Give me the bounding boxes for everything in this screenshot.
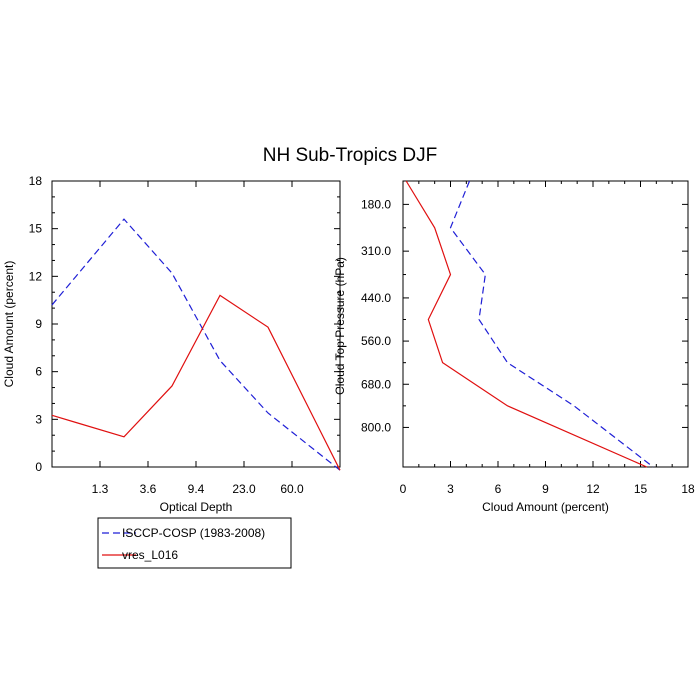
y-tick-label: 800.0 xyxy=(361,420,391,434)
x-axis-label: Optical Depth xyxy=(160,500,233,514)
x-tick-label: 9 xyxy=(542,482,549,496)
legend: ISCCP-COSP (1983-2008) vres_L016 xyxy=(97,517,292,569)
x-tick-label: 1.3 xyxy=(92,482,109,496)
x-tick-label: 23.0 xyxy=(232,482,256,496)
legend-label-vres: vres_L016 xyxy=(122,548,178,562)
legend-label-isccp: ISCCP-COSP (1983-2008) xyxy=(122,526,265,540)
x-tick-label: 9.4 xyxy=(188,482,205,496)
series-line-vres xyxy=(51,294,341,471)
y-axis-label: Cloud Amount (percent) xyxy=(2,261,16,388)
y-tick-label: 3 xyxy=(35,412,42,426)
x-tick-label: 15 xyxy=(634,482,648,496)
y-tick-label: 310.0 xyxy=(361,244,391,258)
y-tick-label: 0 xyxy=(35,460,42,474)
y-tick-label: 560.0 xyxy=(361,334,391,348)
y-tick-label: 18 xyxy=(29,174,43,188)
x-tick-label: 3.6 xyxy=(140,482,157,496)
x-tick-label: 6 xyxy=(495,482,502,496)
y-tick-label: 15 xyxy=(29,222,43,236)
y-tick-label: 6 xyxy=(35,365,42,379)
y-axis-label: Cloud Top Pressure (hPa) xyxy=(333,257,347,395)
x-tick-label: 60.0 xyxy=(280,482,304,496)
y-tick-label: 180.0 xyxy=(361,197,391,211)
optical-depth-panel: 1.3 3.6 9.4 23.0 60.0 0 3 6 9 12 15 18 Optical Depth… xyxy=(2,174,341,514)
series-line-vres xyxy=(405,180,648,468)
x-tick-label: 12 xyxy=(586,482,600,496)
series-line-isccp xyxy=(51,218,341,471)
y-tick-label: 680.0 xyxy=(361,377,391,391)
legend-box xyxy=(97,517,292,569)
figure-title: NH Sub-Tropics DJF xyxy=(263,145,438,166)
series-line-isccp xyxy=(449,180,654,468)
x-tick-label: 3 xyxy=(447,482,454,496)
y-tick-label: 12 xyxy=(29,269,43,283)
y-tick-label: 9 xyxy=(35,317,42,331)
x-tick-label: 0 xyxy=(400,482,407,496)
y-tick-label: 440.0 xyxy=(361,291,391,305)
plot-frame xyxy=(402,180,689,468)
x-tick-label: 18 xyxy=(681,482,695,496)
plot-frame xyxy=(51,180,341,468)
x-axis-label: Cloud Amount (percent) xyxy=(482,500,609,514)
pressure-panel: 0 3 6 9 12 15 18 180.0 310.0 440.0 560.0 680.0 800.0… xyxy=(333,180,695,514)
